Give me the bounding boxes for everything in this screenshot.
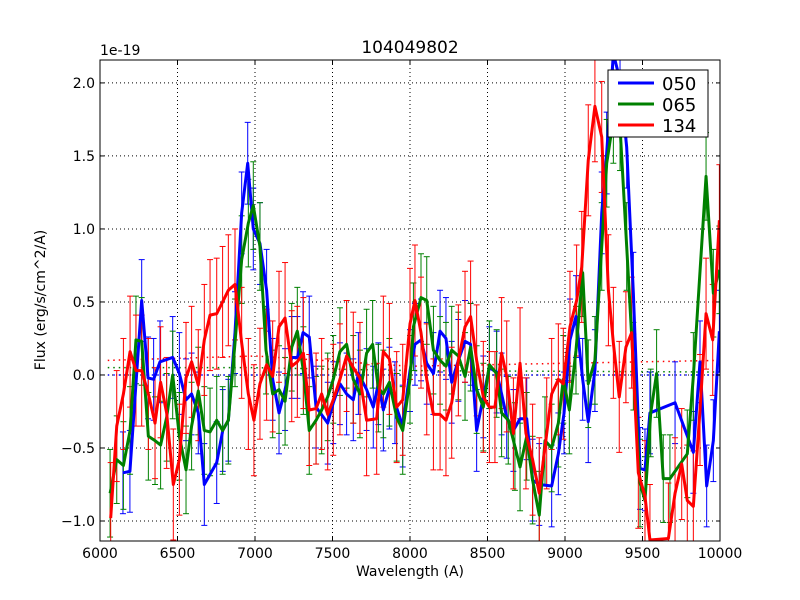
- chart-title: 104049802: [361, 38, 458, 58]
- x-tick-label: 7000: [237, 546, 273, 562]
- y-tick-label: 0.5: [73, 295, 95, 311]
- x-tick-label: 8000: [392, 546, 428, 562]
- y-tick-label: 1.5: [73, 149, 95, 165]
- y-tick-label: 0.0: [73, 368, 95, 384]
- x-tick-label: 9500: [625, 546, 661, 562]
- legend-label-050: 050: [662, 74, 696, 95]
- y-axis-label: Flux (erg/s/cm^2/A): [33, 230, 49, 370]
- y-tick-label: 2.0: [73, 76, 95, 92]
- axis-ticks: 6000 6500 7000 7500 8000 8500 9000 9500 10000 −1.…: [61, 60, 742, 562]
- series-line-134: [109, 104, 720, 541]
- y-tick-label: −0.5: [61, 441, 95, 457]
- y-offset-label: 1e-19: [100, 43, 140, 59]
- x-tick-label: 9000: [547, 546, 583, 562]
- series-lines: [108, 60, 720, 541]
- x-tick-label: 6500: [160, 546, 196, 562]
- x-axis-label: Wavelength (A): [356, 564, 464, 580]
- x-tick-label: 8500: [470, 546, 506, 562]
- x-tick-label: 7500: [315, 546, 351, 562]
- series-line-065: [108, 117, 720, 517]
- legend-label-065: 065: [662, 95, 696, 116]
- y-tick-label: 1.0: [73, 222, 95, 238]
- x-tick-label: 6000: [82, 546, 118, 562]
- y-tick-label: −1.0: [61, 514, 95, 530]
- legend-label-134: 134: [662, 116, 696, 137]
- x-tick-label: 10000: [698, 546, 743, 562]
